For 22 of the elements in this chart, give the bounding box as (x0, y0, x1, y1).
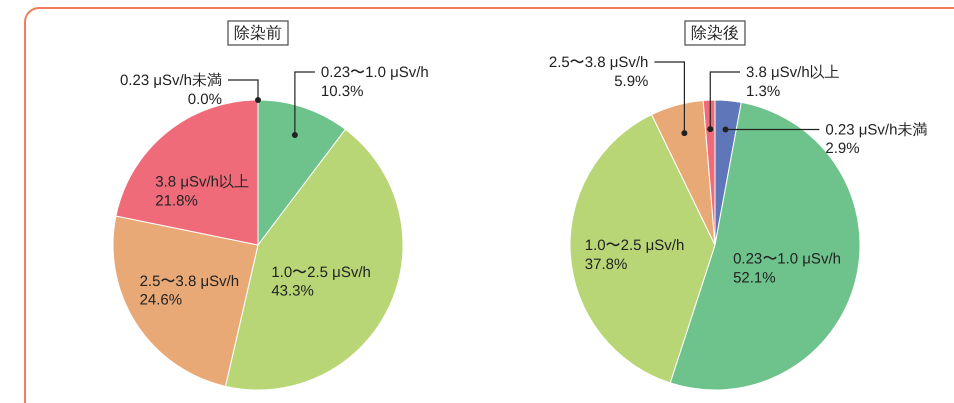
data-label: 1.3% (746, 82, 780, 100)
data-label: 37.8% (584, 256, 628, 273)
legend-label: 0.23 μSv/h未満 (120, 72, 222, 89)
data-label: 5.9% (614, 72, 648, 90)
data-label: 24.6% (140, 292, 182, 309)
slice-label: 2.5〜3.8 μSv/h (548, 54, 648, 71)
slice-label: 2.5〜3.8 μSv/h (140, 272, 240, 290)
chart-title: 除染前 (234, 24, 282, 42)
slice-label: 3.8 μSv/h以上 (746, 64, 840, 81)
slice-label: 3.8 μSv/h以上 (155, 174, 249, 191)
data-label: 43.3% (271, 282, 314, 300)
slice-label: 0.23 μSv/h未満 (825, 121, 928, 138)
slice-label: 1.0〜2.5 μSv/h (584, 237, 684, 254)
data-label: 10.3% (320, 82, 364, 100)
slice-label: 0.23〜1.0 μSv/h (733, 250, 841, 268)
chart-title: 除染後 (691, 24, 739, 42)
data-label: 52.1% (733, 269, 776, 286)
data-label: 21.8% (155, 192, 198, 210)
data-label: 2.9% (825, 140, 860, 158)
slice-label: 1.0〜2.5 μSv/h (271, 264, 371, 281)
slice-label: 0.23〜1.0 μSv/h (320, 64, 429, 81)
text: 0.0% (188, 90, 222, 108)
